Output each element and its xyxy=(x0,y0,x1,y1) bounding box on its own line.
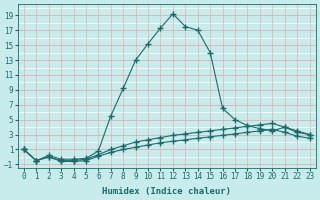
X-axis label: Humidex (Indice chaleur): Humidex (Indice chaleur) xyxy=(102,187,231,196)
